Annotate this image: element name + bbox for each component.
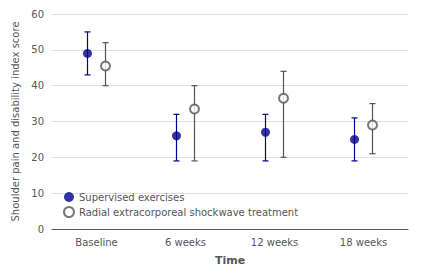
svg-text:40: 40 [31, 80, 44, 91]
svg-text:Baseline: Baseline [75, 237, 117, 248]
svg-text:Shoulder pain and disability i: Shoulder pain and disability index score [10, 21, 21, 221]
svg-text:0: 0 [38, 224, 44, 235]
svg-text:60: 60 [31, 9, 44, 20]
svg-text:Supervised exercises: Supervised exercises [79, 192, 184, 203]
svg-text:10: 10 [31, 188, 44, 199]
svg-text:20: 20 [31, 152, 44, 163]
svg-text:50: 50 [31, 44, 44, 55]
svg-text:6 weeks: 6 weeks [165, 237, 206, 248]
svg-text:30: 30 [31, 116, 44, 127]
svg-text:12 weeks: 12 weeks [251, 237, 298, 248]
svg-text:18 weeks: 18 weeks [340, 237, 387, 248]
svg-text:Radial extracorporeal shockwav: Radial extracorporeal shockwave treatmen… [79, 207, 298, 218]
svg-text:Time: Time [215, 254, 245, 267]
